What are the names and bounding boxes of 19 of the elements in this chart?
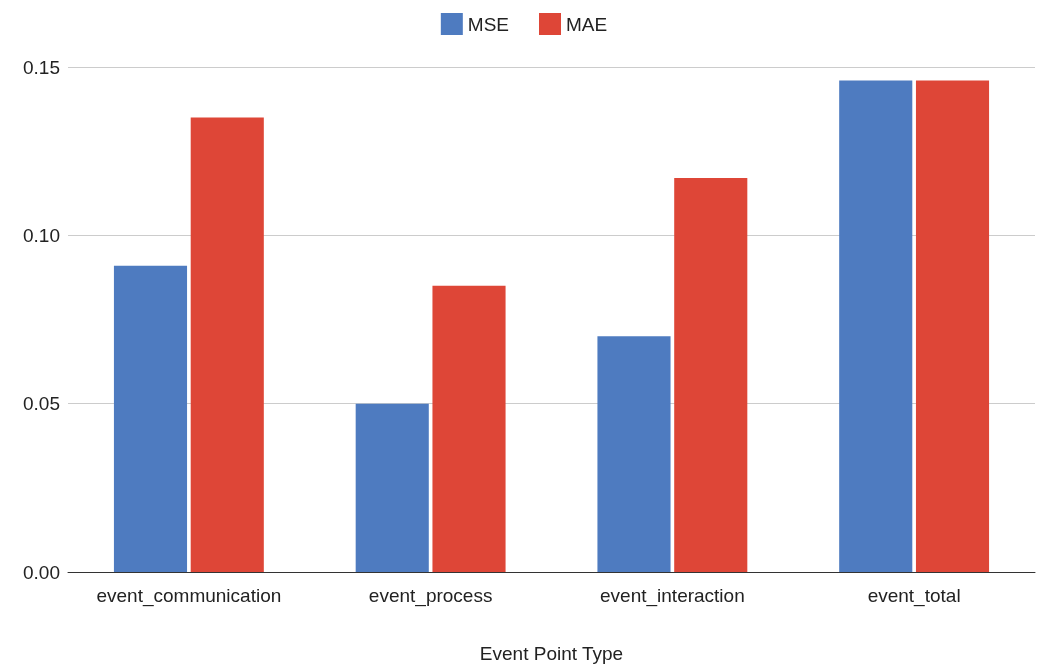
bar xyxy=(355,403,429,572)
y-tick-label: 0.15 xyxy=(23,56,60,78)
y-tick-label: 0.05 xyxy=(23,393,60,415)
legend-label: MSE xyxy=(467,13,510,35)
legend-label: MAE xyxy=(566,13,608,35)
bar xyxy=(190,117,264,572)
x-tick-label: event_communication xyxy=(96,585,282,607)
bar xyxy=(674,178,748,572)
bar xyxy=(113,265,188,572)
x-tick-label: event_total xyxy=(867,585,961,607)
bar xyxy=(432,285,506,572)
y-tick-label: 0.10 xyxy=(23,224,60,246)
x-tick-label: event_interaction xyxy=(600,585,745,607)
y-tick-label: 0.00 xyxy=(23,561,60,583)
bar xyxy=(915,80,990,572)
bar xyxy=(597,336,671,572)
bar xyxy=(839,80,913,572)
x-tick-label: event_process xyxy=(368,585,493,607)
x-axis-title: Event Point Type xyxy=(479,643,624,664)
